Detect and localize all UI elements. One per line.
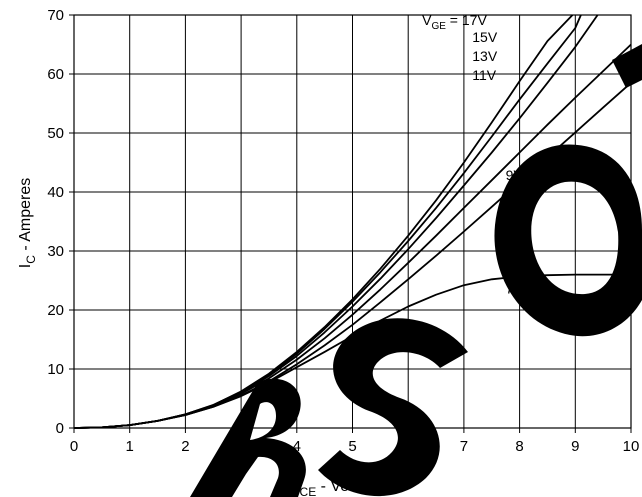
x-tick-label: 4	[293, 438, 301, 455]
curve-label-9v: 9V	[506, 167, 524, 183]
y-axis-label: IC - Amperes	[17, 178, 38, 268]
curve-label-7v: 7V	[506, 280, 524, 296]
curve-label-17v: VGE = 17V	[422, 12, 487, 32]
x-tick-label: 5	[348, 438, 356, 455]
x-tick-label: 8	[515, 438, 523, 455]
x-tick-label: 10	[623, 438, 640, 455]
watermark-letter-b	[190, 378, 306, 497]
y-tick-label: 20	[47, 302, 64, 319]
x-tick-label: 2	[181, 438, 189, 455]
x-tick-label: 0	[70, 438, 78, 455]
y-tick-label: 50	[47, 125, 64, 142]
curve-label-11v: 11V	[472, 67, 497, 83]
x-tick-label: 3	[237, 438, 245, 455]
y-tick-label: 10	[47, 361, 64, 378]
watermark-letter-o	[494, 144, 642, 337]
axis-titles: VCE - Volts IC - Amperes	[17, 178, 365, 497]
curve-label-15v: 15V	[472, 29, 498, 45]
y-tick-label: 0	[56, 420, 64, 437]
x-tick-label: 1	[126, 438, 134, 455]
x-tick-label: 6	[404, 438, 412, 455]
watermark-logo	[190, 44, 642, 497]
x-tick-label: 7	[460, 438, 468, 455]
y-tick-label: 70	[47, 7, 64, 24]
y-tick-label: 60	[47, 66, 64, 83]
y-tick-label: 30	[47, 243, 64, 260]
watermark-stroke-top-right	[612, 44, 642, 88]
x-axis-label: VCE - Volts	[289, 478, 365, 497]
curve-label-13v: 13V	[472, 48, 498, 64]
x-tick-label: 9	[571, 438, 579, 455]
watermark-letter-s	[318, 318, 468, 497]
y-tick-label: 40	[47, 184, 64, 201]
